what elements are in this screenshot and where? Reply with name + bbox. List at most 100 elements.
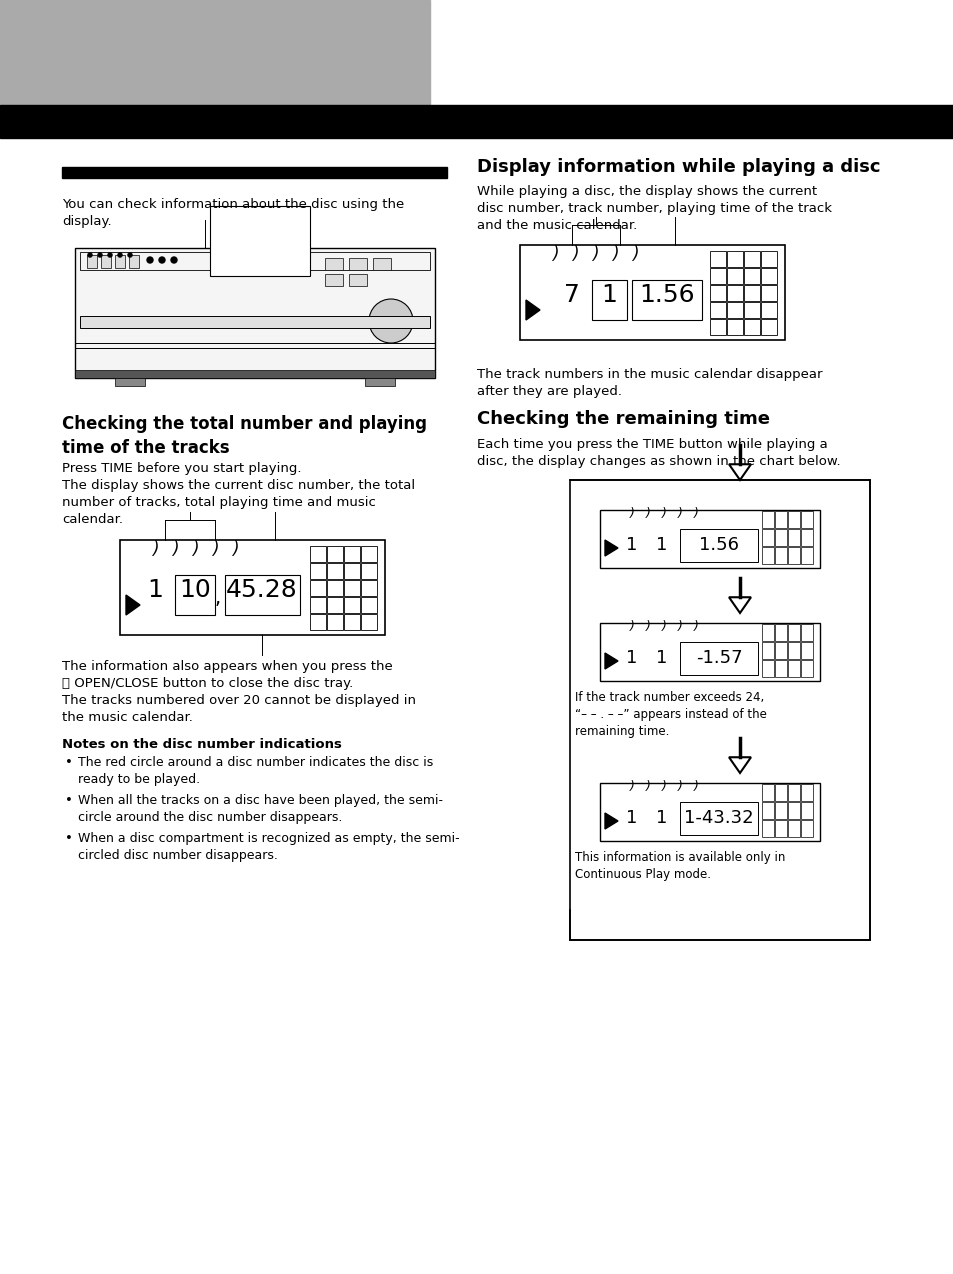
Bar <box>761 511 773 527</box>
Bar <box>344 547 359 562</box>
Text: Notes on the disc number indications: Notes on the disc number indications <box>62 738 341 750</box>
Text: ): ) <box>693 620 698 633</box>
Bar <box>373 259 391 270</box>
Text: 1.56: 1.56 <box>699 536 739 554</box>
Text: This information is available only in
Continuous Play mode.: This information is available only in Co… <box>575 851 784 882</box>
Bar <box>774 642 786 659</box>
Bar <box>726 302 742 318</box>
Bar <box>774 820 786 837</box>
Text: 45.28: 45.28 <box>226 578 297 603</box>
Bar <box>349 259 367 270</box>
Bar <box>592 280 626 320</box>
Bar <box>129 255 139 268</box>
Text: ): ) <box>629 620 634 633</box>
Bar <box>310 614 326 631</box>
Bar <box>327 547 343 562</box>
Bar <box>360 547 376 562</box>
Bar <box>760 251 776 268</box>
Bar <box>365 378 395 386</box>
Bar <box>310 580 326 596</box>
Bar <box>761 803 773 819</box>
Bar <box>774 529 786 547</box>
Text: •: • <box>65 755 72 769</box>
Text: Checking the total number and playing
time of the tracks: Checking the total number and playing ti… <box>62 415 427 456</box>
Bar <box>569 480 869 940</box>
Bar <box>761 660 773 676</box>
Bar <box>327 563 343 578</box>
Bar <box>360 598 376 613</box>
Bar <box>774 784 786 801</box>
Text: ): ) <box>551 245 558 262</box>
Bar <box>743 318 760 335</box>
Bar <box>80 252 430 270</box>
Bar <box>80 316 430 327</box>
Bar <box>774 511 786 527</box>
Bar <box>761 547 773 564</box>
Bar <box>760 268 776 284</box>
Text: •: • <box>65 794 72 806</box>
Polygon shape <box>728 757 750 773</box>
Text: ): ) <box>645 780 650 792</box>
Bar <box>115 378 145 386</box>
Bar <box>801 642 812 659</box>
Circle shape <box>88 252 92 257</box>
Bar <box>62 167 447 178</box>
Circle shape <box>159 257 165 262</box>
Text: ): ) <box>645 620 650 633</box>
Bar <box>519 245 784 340</box>
Bar <box>599 784 820 841</box>
Bar <box>801 660 812 676</box>
Text: •: • <box>65 832 72 845</box>
Text: ): ) <box>660 620 666 633</box>
Polygon shape <box>604 654 618 669</box>
Bar <box>709 302 725 318</box>
Bar <box>787 624 800 641</box>
Text: ): ) <box>172 540 178 558</box>
Text: 10: 10 <box>179 578 211 603</box>
Bar <box>174 575 214 615</box>
Bar <box>801 820 812 837</box>
Text: ): ) <box>677 620 681 633</box>
Bar <box>761 820 773 837</box>
Bar <box>801 511 812 527</box>
Bar <box>787 803 800 819</box>
Bar <box>0 104 953 138</box>
Bar <box>760 302 776 318</box>
Text: Checking the remaining time: Checking the remaining time <box>476 410 769 428</box>
Text: 1: 1 <box>656 648 667 668</box>
Polygon shape <box>728 598 750 613</box>
Text: ): ) <box>571 245 578 262</box>
Bar <box>774 624 786 641</box>
Bar <box>344 614 359 631</box>
Bar <box>761 529 773 547</box>
Bar <box>774 547 786 564</box>
Bar <box>709 285 725 301</box>
Text: 1: 1 <box>626 536 637 554</box>
Circle shape <box>171 257 177 262</box>
Text: ): ) <box>677 507 681 520</box>
Bar <box>599 510 820 568</box>
Text: The red circle around a disc number indicates the disc is
ready to be played.: The red circle around a disc number indi… <box>78 755 433 786</box>
Bar <box>344 598 359 613</box>
Bar <box>310 563 326 578</box>
Text: 1: 1 <box>626 809 637 827</box>
Circle shape <box>128 252 132 257</box>
Text: 1-43.32: 1-43.32 <box>683 809 753 827</box>
Bar <box>774 803 786 819</box>
Text: If the track number exceeds 24,
“– – . – –” appears instead of the
remaining tim: If the track number exceeds 24, “– – . –… <box>575 691 766 738</box>
Bar <box>787 784 800 801</box>
Bar <box>774 660 786 676</box>
Text: ): ) <box>660 780 666 792</box>
Bar <box>709 268 725 284</box>
Text: 1: 1 <box>626 648 637 668</box>
Text: When a disc compartment is recognized as empty, the semi-
circled disc number di: When a disc compartment is recognized as… <box>78 832 459 861</box>
Bar <box>787 642 800 659</box>
Circle shape <box>97 252 102 257</box>
Bar <box>360 563 376 578</box>
Bar <box>325 259 343 270</box>
Bar <box>801 784 812 801</box>
Bar <box>75 369 435 378</box>
Text: 1.56: 1.56 <box>639 283 694 307</box>
Bar <box>801 803 812 819</box>
Text: ): ) <box>693 507 698 520</box>
